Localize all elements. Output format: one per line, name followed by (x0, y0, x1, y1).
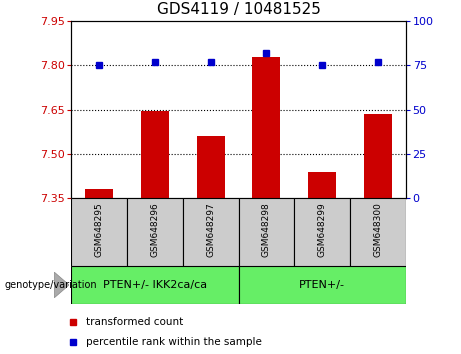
Text: GSM648295: GSM648295 (95, 202, 104, 257)
Text: GSM648297: GSM648297 (206, 202, 215, 257)
Bar (71, 198, 127, 266)
Text: GSM648299: GSM648299 (318, 202, 327, 257)
Bar (127, 198, 183, 266)
Text: percentile rank within the sample: percentile rank within the sample (86, 337, 262, 347)
Bar (141, 111, 169, 198)
Bar (350, 198, 406, 266)
Text: GSM648296: GSM648296 (150, 202, 160, 257)
Text: PTEN+/- IKK2ca/ca: PTEN+/- IKK2ca/ca (103, 280, 207, 290)
Polygon shape (54, 272, 69, 298)
Bar (71, 266, 239, 304)
Bar (183, 198, 238, 266)
Bar (238, 266, 406, 304)
Text: GSM648298: GSM648298 (262, 202, 271, 257)
Bar (308, 172, 336, 198)
Text: genotype/variation: genotype/variation (5, 280, 97, 290)
Text: PTEN+/-: PTEN+/- (299, 280, 345, 290)
Bar (294, 198, 350, 266)
Bar (364, 114, 392, 198)
Text: GSM648300: GSM648300 (373, 202, 382, 257)
Bar (85, 189, 113, 198)
Title: GDS4119 / 10481525: GDS4119 / 10481525 (157, 2, 320, 17)
Text: transformed count: transformed count (86, 318, 183, 327)
Bar (253, 57, 280, 198)
Bar (197, 136, 225, 198)
Bar (238, 198, 294, 266)
